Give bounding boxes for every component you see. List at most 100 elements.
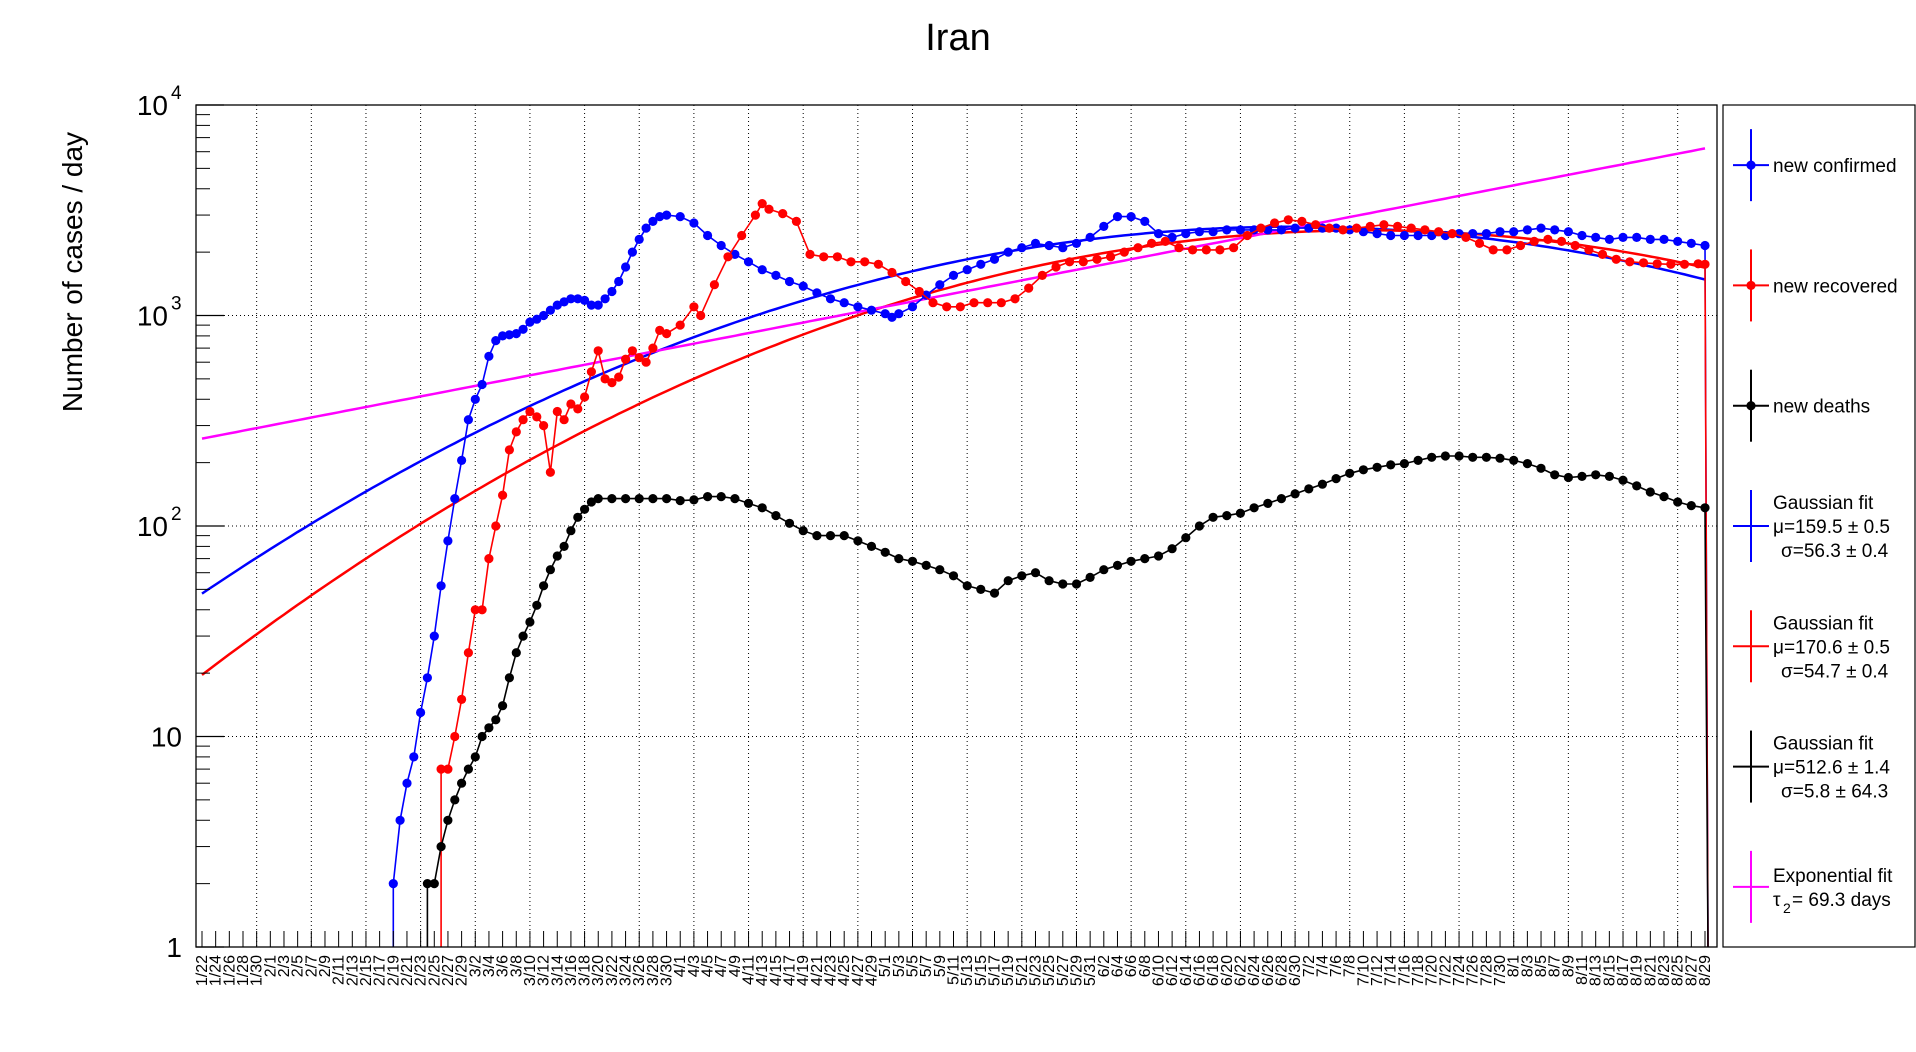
x-tick-label: 5/17 bbox=[986, 955, 1003, 986]
data-point bbox=[1317, 479, 1327, 489]
data-point bbox=[976, 259, 986, 269]
legend-label: Exponential fit bbox=[1773, 866, 1893, 887]
data-point bbox=[1632, 232, 1642, 242]
x-tick-label: 7/28 bbox=[1478, 955, 1495, 986]
data-point bbox=[545, 565, 556, 575]
data-point bbox=[1679, 259, 1690, 269]
x-tick-label: 7/4 bbox=[1314, 955, 1331, 977]
x-tick-label: 2/25 bbox=[426, 955, 443, 986]
data-point bbox=[648, 343, 658, 353]
x-tick-label: 5/15 bbox=[973, 955, 990, 986]
data-point bbox=[1577, 471, 1587, 481]
data-point bbox=[907, 556, 918, 566]
data-point bbox=[1379, 220, 1389, 230]
data-point bbox=[545, 305, 556, 315]
data-point bbox=[1474, 238, 1485, 248]
data-point bbox=[1454, 451, 1464, 461]
data-point bbox=[1003, 576, 1013, 586]
data-point bbox=[504, 673, 514, 683]
x-tick-label: 6/8 bbox=[1137, 955, 1154, 977]
data-point bbox=[559, 541, 569, 552]
x-tick-label: 5/1 bbox=[877, 955, 894, 977]
data-point bbox=[429, 631, 439, 641]
data-point bbox=[839, 298, 849, 308]
y-tick-label: 10 bbox=[137, 90, 168, 121]
data-point bbox=[743, 498, 754, 508]
data-point bbox=[1700, 503, 1710, 513]
legend-tau-label: τ bbox=[1773, 890, 1781, 911]
data-point bbox=[491, 715, 501, 725]
data-point bbox=[634, 494, 644, 504]
x-axis: 1/221/241/261/281/302/12/32/52/72/92/112… bbox=[194, 931, 1714, 986]
legend-label: μ=159.5 ± 0.5 bbox=[1773, 517, 1890, 538]
data-point bbox=[1515, 240, 1526, 251]
x-tick-label: 4/25 bbox=[836, 955, 853, 986]
data-point bbox=[614, 372, 624, 382]
data-point bbox=[1071, 579, 1082, 589]
data-point bbox=[675, 320, 685, 330]
data-point bbox=[491, 521, 501, 531]
data-point bbox=[518, 324, 528, 334]
x-tick-label: 3/24 bbox=[618, 955, 635, 986]
x-tick-label: 5/19 bbox=[1000, 955, 1017, 986]
x-tick-label: 8/7 bbox=[1547, 955, 1564, 977]
data-point bbox=[1529, 236, 1539, 246]
x-tick-label: 8/29 bbox=[1697, 955, 1714, 986]
data-point bbox=[1235, 225, 1245, 235]
data-point bbox=[887, 312, 897, 322]
x-tick-label: 6/18 bbox=[1205, 955, 1222, 986]
x-tick-label: 6/2 bbox=[1096, 955, 1113, 977]
data-point bbox=[1618, 475, 1628, 485]
data-point bbox=[1386, 460, 1396, 470]
data-point bbox=[586, 300, 597, 310]
data-point bbox=[416, 707, 426, 718]
data-point bbox=[1427, 452, 1437, 462]
data-point bbox=[1030, 238, 1041, 248]
data-point bbox=[580, 392, 590, 402]
data-point bbox=[1673, 497, 1683, 507]
data-point bbox=[1673, 236, 1683, 246]
legend-label: μ=512.6 ± 1.4 bbox=[1773, 758, 1890, 779]
data-point bbox=[996, 298, 1006, 308]
data-point bbox=[750, 210, 761, 220]
x-tick-label: 3/16 bbox=[563, 955, 580, 986]
data-point bbox=[1345, 225, 1355, 235]
data-point bbox=[1112, 212, 1123, 222]
data-point bbox=[450, 795, 460, 805]
data-point bbox=[518, 415, 528, 425]
x-tick-label: 5/13 bbox=[959, 955, 976, 986]
data-point bbox=[716, 240, 726, 251]
data-point bbox=[1126, 212, 1136, 222]
data-point bbox=[1659, 234, 1669, 244]
data-point bbox=[1017, 243, 1027, 253]
x-tick-label: 7/22 bbox=[1437, 955, 1454, 986]
x-tick-label: 4/19 bbox=[795, 955, 812, 986]
x-tick-label: 8/21 bbox=[1642, 955, 1659, 986]
data-point bbox=[1591, 232, 1601, 242]
data-point bbox=[825, 294, 836, 304]
data-point bbox=[655, 325, 665, 335]
data-point bbox=[1065, 257, 1075, 267]
data-point bbox=[784, 518, 795, 528]
data-point bbox=[1447, 229, 1457, 239]
data-point bbox=[1290, 489, 1300, 499]
data-point bbox=[1604, 234, 1614, 244]
data-point bbox=[443, 815, 453, 825]
data-point bbox=[1481, 229, 1491, 239]
data-point bbox=[457, 778, 467, 788]
data-point bbox=[388, 879, 398, 889]
data-point bbox=[1536, 463, 1546, 473]
data-point bbox=[498, 490, 508, 500]
data-point bbox=[1536, 223, 1546, 233]
data-point bbox=[1461, 232, 1471, 242]
x-tick-label: 5/29 bbox=[1068, 955, 1085, 986]
x-tick-label: 6/12 bbox=[1164, 955, 1181, 986]
data-point bbox=[1440, 451, 1450, 461]
data-point bbox=[1058, 243, 1068, 253]
data-point bbox=[1242, 230, 1252, 241]
data-point bbox=[853, 302, 863, 312]
data-point bbox=[1235, 508, 1245, 518]
x-tick-label: 8/3 bbox=[1519, 955, 1536, 977]
data-point bbox=[1495, 453, 1505, 463]
data-point bbox=[983, 298, 993, 308]
